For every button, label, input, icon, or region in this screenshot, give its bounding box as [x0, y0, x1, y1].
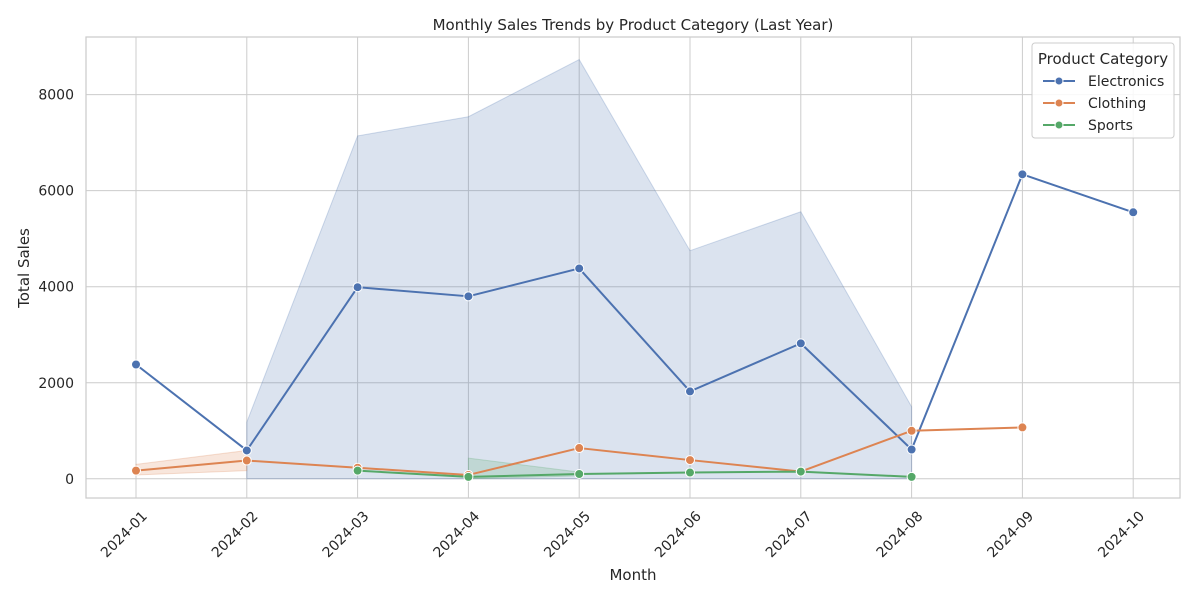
- plot-frame: [85, 36, 1181, 499]
- y-axis-ticks: 0 2000 4000 6000 8000: [38, 88, 74, 488]
- legend-box: [1031, 42, 1175, 139]
- legend-marker-sports: [1054, 120, 1064, 130]
- data-point-clothing: [906, 425, 917, 436]
- data-point-sports: [795, 466, 806, 477]
- y-tick-label: 8000: [38, 88, 74, 104]
- legend: Product Category Electronics Clothing Spor…: [1031, 42, 1175, 139]
- data-point-electronics: [1017, 169, 1028, 180]
- data-point-clothing: [574, 443, 585, 454]
- legend-marker-clothing: [1054, 98, 1064, 108]
- y-tick-label: 2000: [38, 376, 74, 392]
- x-tick-label: 2024-09: [984, 508, 1037, 561]
- data-point-electronics: [574, 263, 585, 274]
- legend-marker-electronics: [1054, 76, 1064, 86]
- x-tick-label: 2024-08: [874, 508, 927, 561]
- y-tick-label: 0: [65, 472, 74, 488]
- data-point-sports: [574, 468, 585, 479]
- x-tick-label: 2024-03: [320, 508, 373, 561]
- data-point-clothing: [685, 455, 695, 466]
- legend-title: Product Category: [1038, 50, 1168, 68]
- data-point-electronics: [906, 444, 917, 455]
- data-point-clothing: [131, 465, 141, 476]
- y-tick-label: 4000: [38, 280, 74, 296]
- x-tick-label: 2024-05: [541, 508, 594, 561]
- legend-label-electronics: Electronics: [1088, 74, 1164, 90]
- y-axis-label: Total Sales: [15, 228, 33, 309]
- x-axis-ticks: 2024-01 2024-02 2024-03 2024-04 2024-05 2024-…: [98, 508, 1148, 561]
- data-point-electronics: [685, 386, 695, 397]
- data-point-sports: [463, 471, 474, 482]
- data-point-electronics: [463, 291, 474, 302]
- legend-items: Electronics Clothing Sports: [1043, 74, 1164, 134]
- series-line-sports: [357, 469, 912, 478]
- data-point-sports: [352, 465, 363, 476]
- legend-label-clothing: Clothing: [1088, 96, 1146, 112]
- x-tick-label: 2024-02: [209, 508, 262, 561]
- data-point-electronics: [795, 338, 806, 349]
- x-tick-label: 2024-06: [652, 508, 705, 561]
- x-tick-label: 2024-01: [98, 508, 151, 561]
- legend-item-clothing: Clothing: [1043, 96, 1146, 112]
- data-point-electronics: [241, 445, 252, 456]
- chart-title: Monthly Sales Trends by Product Category…: [433, 16, 834, 34]
- x-tick-label: 2024-10: [1095, 508, 1148, 561]
- data-point-clothing: [1017, 422, 1028, 433]
- plot-area: [86, 37, 1180, 498]
- x-tick-label: 2024-04: [430, 508, 483, 561]
- x-tick-label: 2024-07: [763, 508, 816, 561]
- x-axis-label: Month: [609, 566, 656, 584]
- series-line-electronics: [135, 173, 1134, 452]
- data-point-sports: [685, 467, 695, 478]
- data-point-sports: [906, 471, 917, 482]
- legend-item-electronics: Electronics: [1043, 74, 1164, 90]
- data-point-electronics: [352, 282, 363, 293]
- series-markers: [131, 169, 1139, 482]
- y-tick-label: 6000: [38, 184, 74, 200]
- data-point-clothing: [241, 455, 252, 466]
- legend-item-sports: Sports: [1043, 118, 1133, 134]
- data-point-electronics: [1128, 207, 1139, 218]
- data-point-electronics: [131, 359, 141, 370]
- legend-label-sports: Sports: [1088, 118, 1133, 134]
